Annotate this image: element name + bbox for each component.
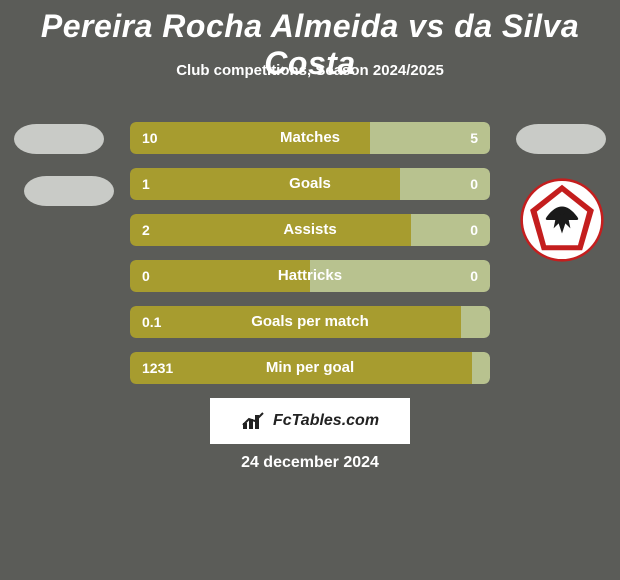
stat-bar-left [130,214,411,246]
stat-bar [130,306,490,338]
stat-bar-right [461,306,490,338]
stat-value-left: 0.1 [142,306,161,338]
stat-value-right: 5 [470,122,478,154]
stats-bars: Matches105Goals10Assists20Hattricks00Goa… [130,122,490,398]
stat-row: Goals per match0.1 [130,306,490,338]
avatar-left-2 [24,176,114,206]
stat-value-right: 0 [470,214,478,246]
stat-row: Matches105 [130,122,490,154]
comparison-card: Pereira Rocha Almeida vs da Silva Costa … [0,0,620,580]
stat-bar [130,122,490,154]
stat-bar-left [130,306,461,338]
stat-row: Assists20 [130,214,490,246]
subtitle: Club competitions, Season 2024/2025 [0,62,620,79]
brand-panel: FcTables.com [210,398,410,444]
stat-bar-left [130,168,400,200]
stat-bar-right [472,352,490,384]
avatar-right-1 [516,124,606,154]
stat-row: Hattricks00 [130,260,490,292]
stat-value-left: 10 [142,122,158,154]
stat-value-right: 0 [470,168,478,200]
stat-row: Goals10 [130,168,490,200]
stat-bar [130,214,490,246]
stat-value-left: 1 [142,168,150,200]
stat-bar-left [130,122,370,154]
club-crest-right [520,178,604,262]
stat-row: Min per goal1231 [130,352,490,384]
shield-icon [520,178,604,262]
stat-value-left: 2 [142,214,150,246]
stat-bar [130,260,490,292]
stat-bar [130,352,490,384]
stat-bar-left [130,260,310,292]
fctables-logo-icon [241,411,269,431]
stat-bar-left [130,352,472,384]
stat-bar-right [411,214,490,246]
stat-value-left: 1231 [142,352,173,384]
avatar-left-1 [14,124,104,154]
stat-value-left: 0 [142,260,150,292]
brand-text: FcTables.com [273,412,379,430]
stat-bar [130,168,490,200]
date-footer: 24 december 2024 [0,454,620,472]
stat-bar-right [310,260,490,292]
stat-value-right: 0 [470,260,478,292]
